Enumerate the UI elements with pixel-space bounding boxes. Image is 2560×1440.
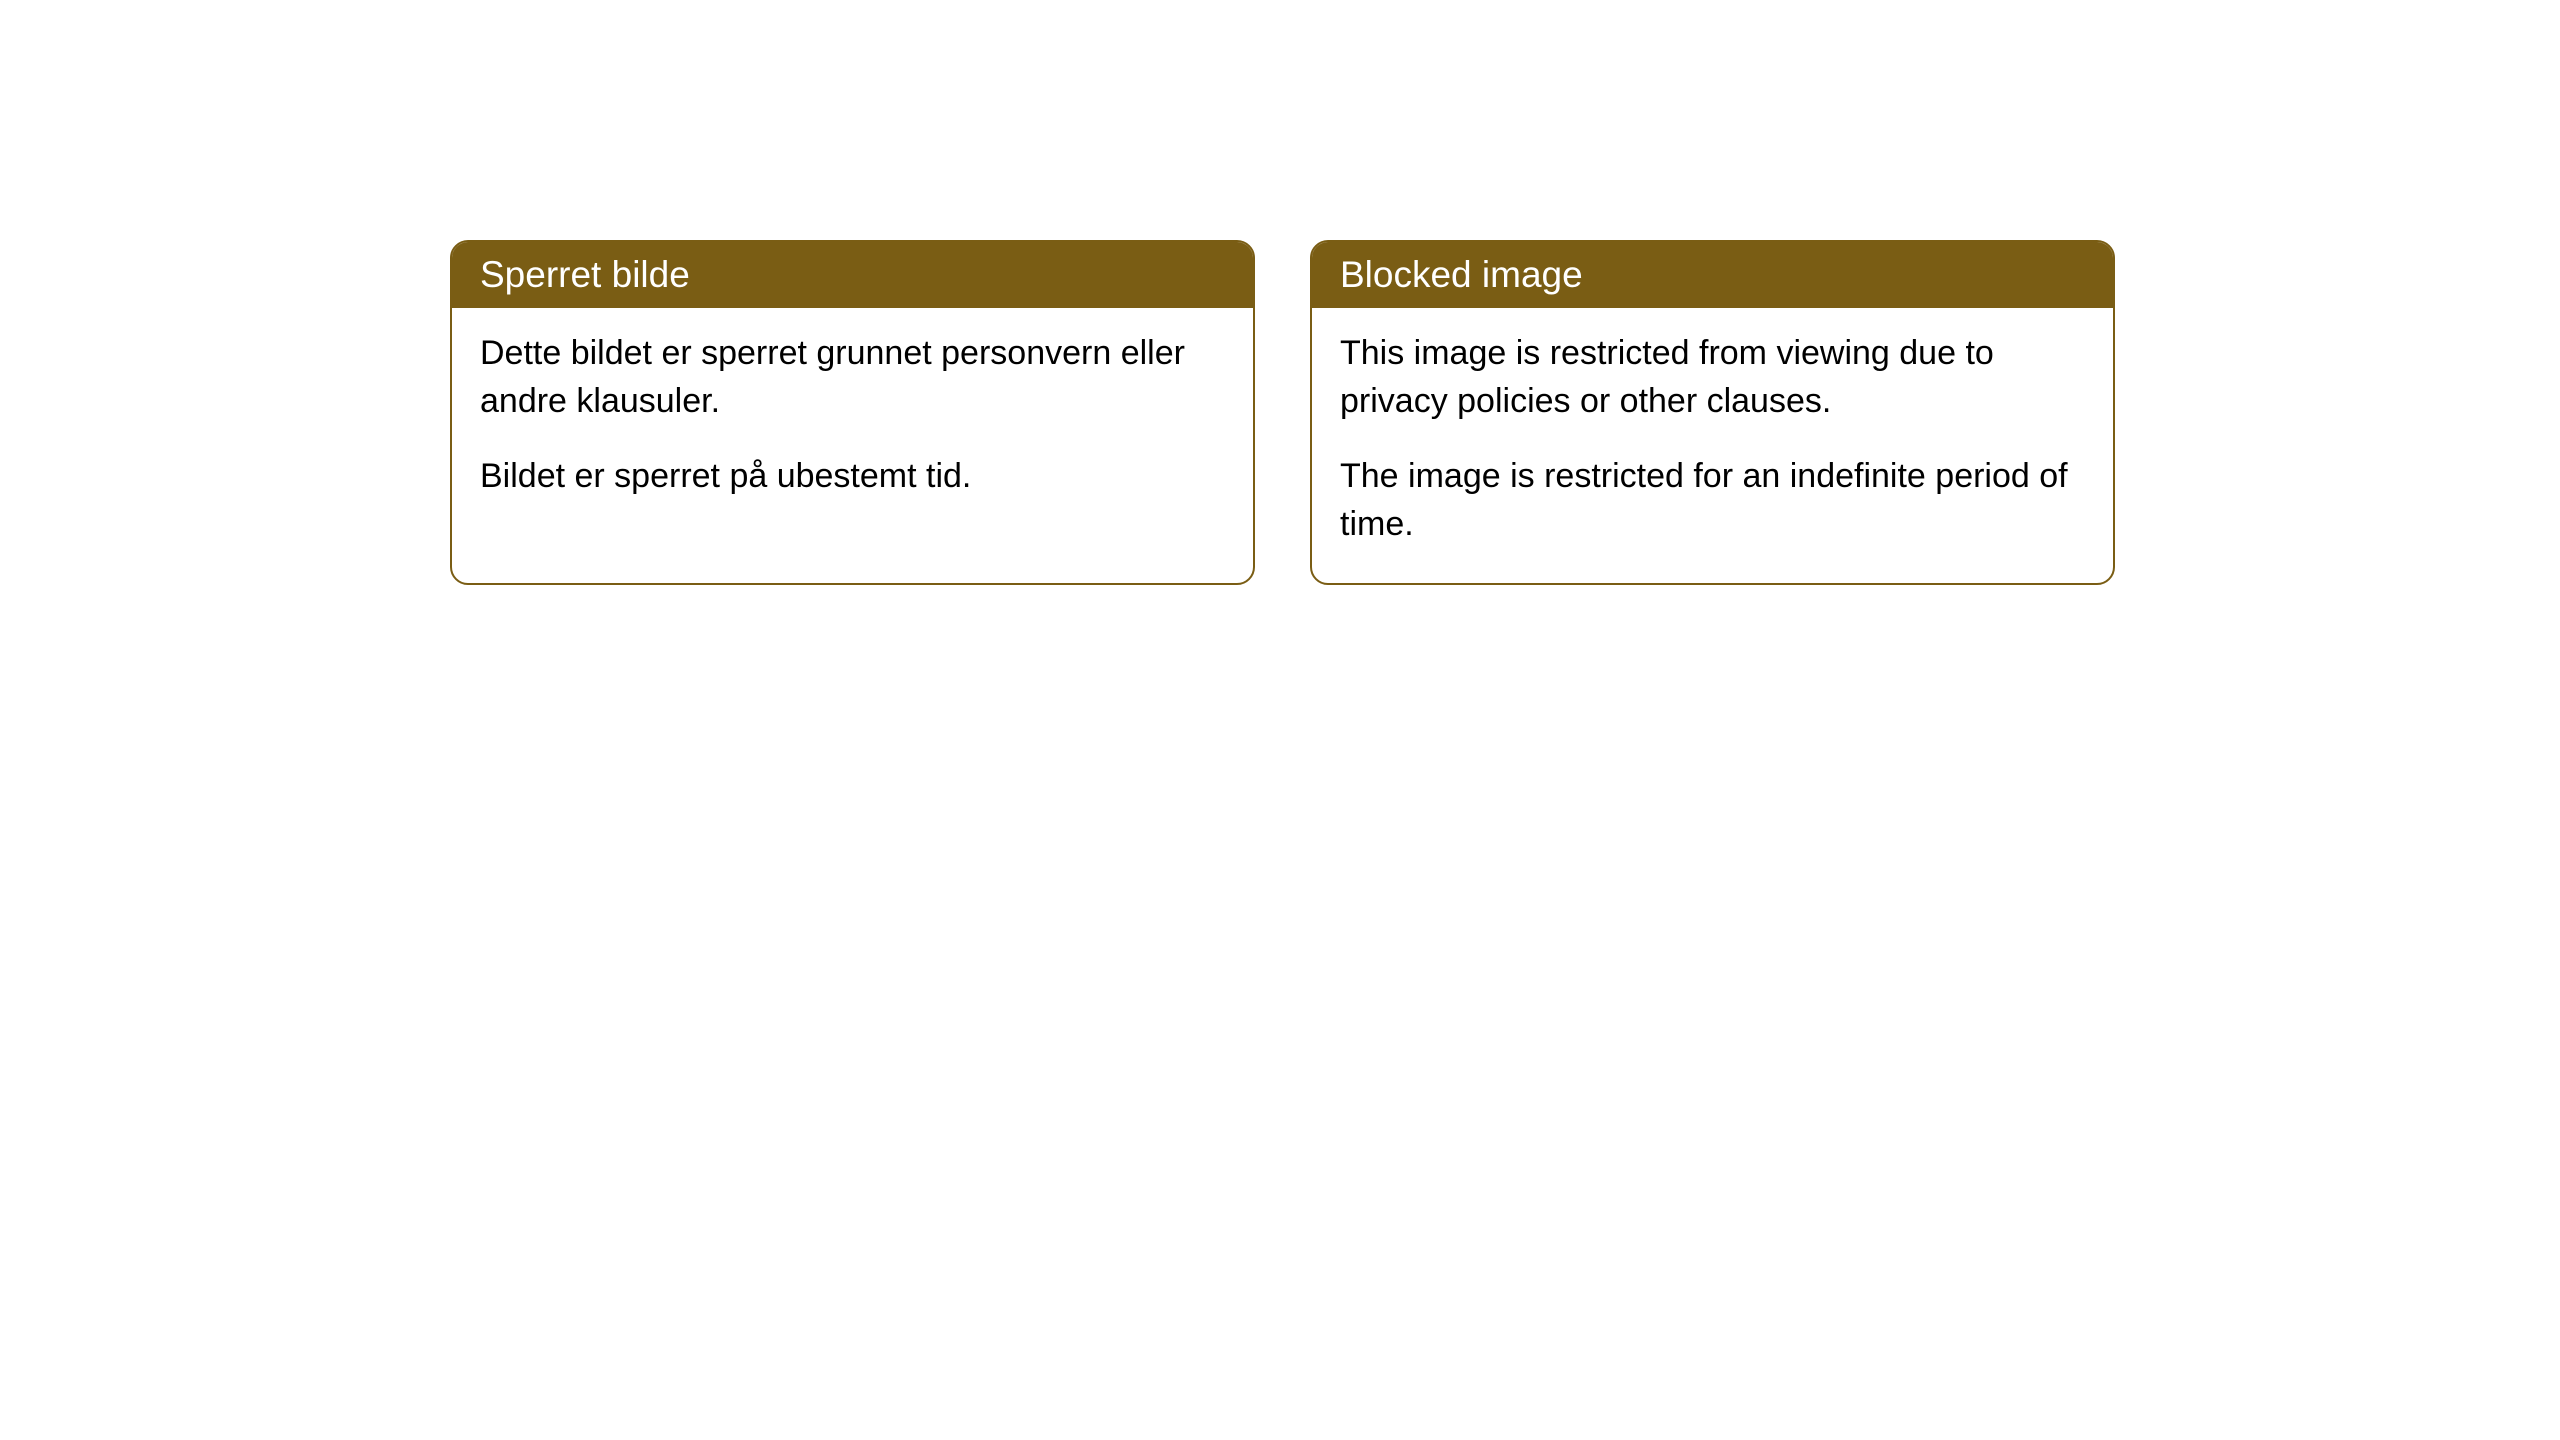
blocked-image-card-english: Blocked image This image is restricted f… [1310,240,2115,585]
card-header-english: Blocked image [1312,242,2113,308]
card-paragraph: Bildet er sperret på ubestemt tid. [480,453,1225,501]
card-paragraph: This image is restricted from viewing du… [1340,330,2085,425]
card-paragraph: Dette bildet er sperret grunnet personve… [480,330,1225,425]
notice-cards-container: Sperret bilde Dette bildet er sperret gr… [450,240,2115,585]
card-header-norwegian: Sperret bilde [452,242,1253,308]
card-paragraph: The image is restricted for an indefinit… [1340,453,2085,548]
card-body-norwegian: Dette bildet er sperret grunnet personve… [452,308,1253,536]
blocked-image-card-norwegian: Sperret bilde Dette bildet er sperret gr… [450,240,1255,585]
card-title: Blocked image [1340,254,1583,295]
card-title: Sperret bilde [480,254,690,295]
card-body-english: This image is restricted from viewing du… [1312,308,2113,583]
